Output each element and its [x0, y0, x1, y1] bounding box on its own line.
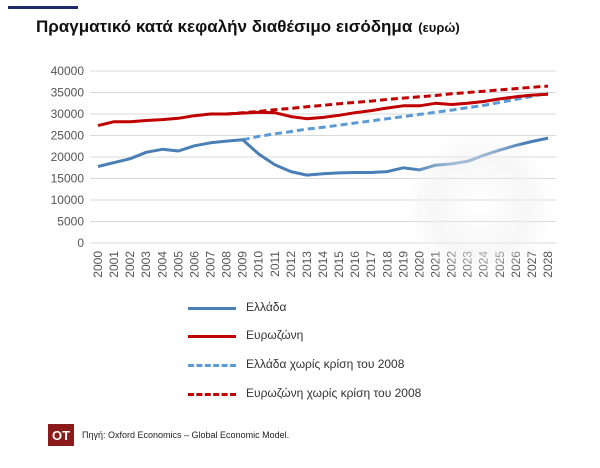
legend-label: Ευρωζώνη χωρίς κρίση του 2008	[246, 386, 422, 400]
legend-item: Ελλάδα	[188, 300, 488, 316]
x-tick-label: 2016	[348, 251, 362, 278]
y-tick-label: 35000	[51, 86, 85, 100]
series-line-3	[242, 91, 549, 142]
x-tick-label: 2028	[541, 251, 555, 278]
y-tick-label: 10000	[51, 193, 85, 207]
legend-label: Ελλάδα χωρίς κρίση του 2008	[246, 357, 405, 371]
x-tick-label: 2002	[123, 251, 137, 278]
y-tick-label: 0	[77, 236, 84, 250]
x-tick-label: 2009	[236, 251, 250, 278]
legend-item: Ελλάδα χωρίς κρίση του 2008	[188, 357, 488, 373]
x-tick-label: 2020	[412, 251, 426, 278]
ot-logo-text: OT	[51, 427, 71, 443]
y-tick-label: 20000	[51, 150, 85, 164]
x-tick-label: 2006	[187, 251, 201, 278]
y-tick-label: 25000	[51, 129, 85, 143]
y-tick-label: 15000	[51, 172, 85, 186]
x-tick-label: 2003	[139, 251, 153, 278]
x-tick-label: 2025	[493, 251, 507, 278]
y-tick-label: 30000	[51, 107, 85, 121]
chart-title-unit: (ευρώ)	[418, 20, 460, 35]
y-tick-label: 40000	[51, 64, 85, 78]
legend-swatch	[188, 307, 236, 310]
top-accent-rule	[8, 6, 78, 9]
x-tick-label: 2021	[428, 251, 442, 278]
source-note: Πηγή: Oxford Economics – Global Economic…	[82, 430, 290, 440]
line-chart: 0 5000 10000 15000 20000 25000 30000 35000 40000…	[51, 64, 556, 278]
legend-label: Ελλάδα	[246, 300, 287, 314]
x-tick-label: 2005	[171, 251, 185, 278]
x-tick-label: 2019	[396, 251, 410, 278]
x-tick-label: 2023	[461, 251, 475, 278]
x-tick-label: 2010	[252, 251, 266, 278]
x-tick-label: 2013	[300, 251, 314, 278]
legend-swatch	[188, 335, 236, 338]
legend-item: Ευρωζώνη	[188, 328, 488, 344]
chart-title-text: Πραγματικό κατά κεφαλήν διαθέσιμο εισόδη…	[36, 17, 413, 36]
x-tick-label: 2027	[525, 251, 539, 278]
y-tick-label: 5000	[57, 215, 84, 229]
chart-title: Πραγματικό κατά κεφαλήν διαθέσιμο εισόδη…	[36, 17, 460, 37]
legend-label: Ευρωζώνη	[246, 328, 304, 342]
x-tick-label: 2012	[284, 251, 298, 278]
x-tick-label: 2008	[220, 251, 234, 278]
x-tick-label: 2022	[445, 251, 459, 278]
series-line-2	[97, 92, 549, 128]
x-tick-label: 2015	[332, 251, 346, 278]
x-tick-label: 2011	[268, 251, 282, 277]
legend-swatch	[188, 364, 236, 367]
x-tick-label: 2007	[204, 251, 218, 278]
x-tick-label: 2018	[380, 251, 394, 278]
x-tick-label: 2014	[316, 251, 330, 278]
x-tick-label: 2000	[91, 251, 105, 278]
legend-swatch	[188, 393, 236, 396]
series-line-4	[226, 84, 549, 116]
x-tick-label: 2024	[477, 251, 491, 278]
legend-item: Ευρωζώνη χωρίς κρίση του 2008	[188, 386, 488, 402]
ot-logo: OT	[48, 424, 74, 446]
x-tick-label: 2004	[155, 251, 169, 278]
x-tick-label: 2001	[107, 251, 121, 278]
x-tick-label: 2026	[509, 251, 523, 278]
x-tick-label: 2017	[364, 251, 378, 278]
